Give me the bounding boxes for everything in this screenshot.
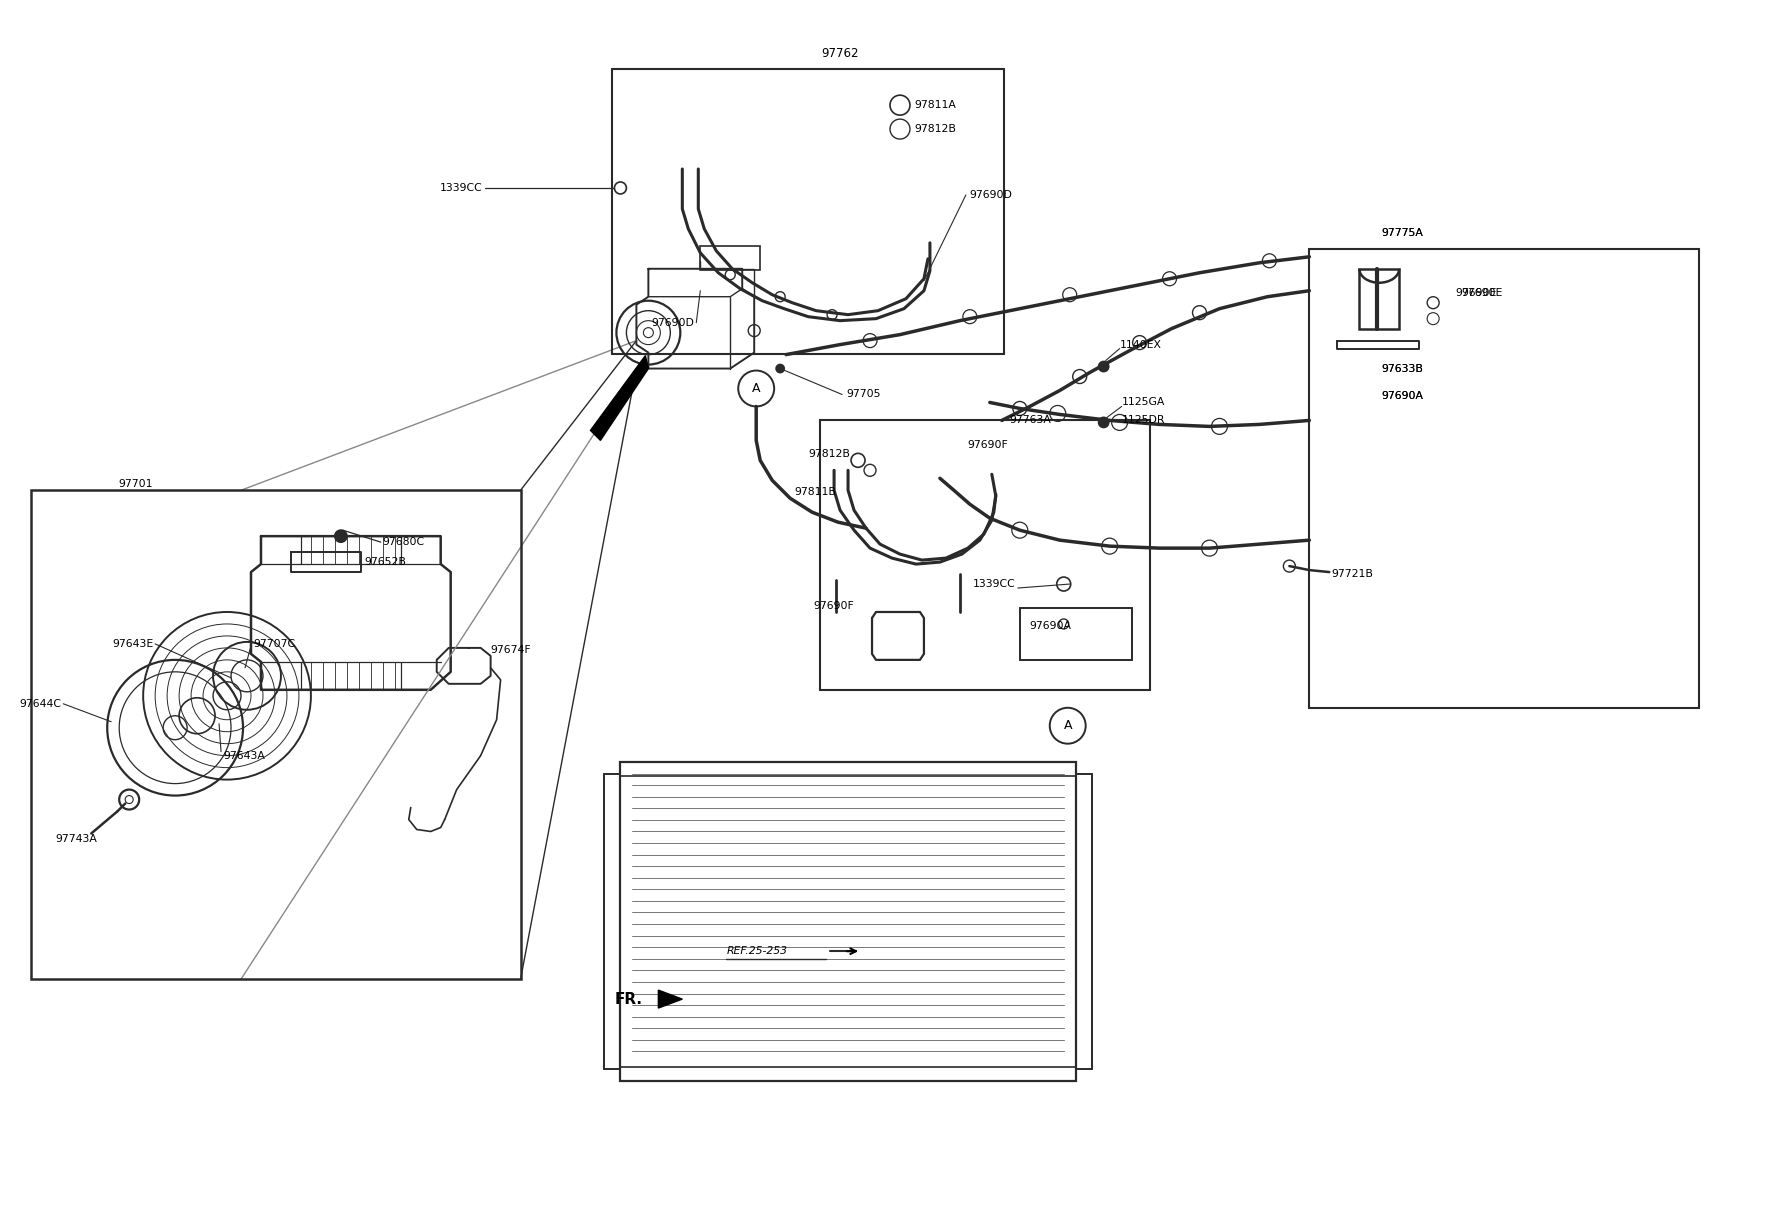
- Text: 1339CC: 1339CC: [973, 579, 1015, 589]
- Bar: [620, 762, 1076, 1081]
- Text: FR.: FR.: [615, 992, 643, 1006]
- Text: 97690D: 97690D: [652, 317, 695, 328]
- Circle shape: [335, 530, 347, 543]
- Text: 97743A: 97743A: [55, 834, 97, 844]
- Text: 97775A: 97775A: [1380, 228, 1423, 237]
- Text: 97690A: 97690A: [1380, 391, 1423, 402]
- Bar: [700, 246, 760, 270]
- Text: 97643E: 97643E: [112, 639, 152, 649]
- Text: 97690E: 97690E: [1455, 288, 1497, 298]
- Text: 97690A: 97690A: [1030, 621, 1072, 631]
- Text: 97812B: 97812B: [914, 124, 955, 134]
- Text: 97690F: 97690F: [968, 441, 1008, 450]
- Bar: [820, 420, 1150, 690]
- Text: 1125GA: 1125GA: [1122, 397, 1164, 407]
- Text: 97690A: 97690A: [1380, 391, 1423, 402]
- Text: 97811B: 97811B: [794, 487, 836, 498]
- Text: 97775A: 97775A: [1380, 228, 1423, 237]
- Text: A: A: [1063, 719, 1072, 733]
- Bar: [604, 774, 620, 1069]
- Text: REF.25-253: REF.25-253: [727, 946, 787, 957]
- Text: 1140EX: 1140EX: [1120, 339, 1162, 350]
- Text: 97762: 97762: [822, 47, 859, 59]
- Bar: [1359, 269, 1400, 328]
- Text: 97721B: 97721B: [1331, 569, 1373, 579]
- Text: 97633B: 97633B: [1380, 363, 1423, 373]
- Text: 97652B: 97652B: [365, 557, 408, 567]
- Text: 97690E: 97690E: [1462, 288, 1503, 298]
- Text: A: A: [751, 381, 760, 395]
- Text: 97705: 97705: [845, 390, 881, 400]
- Bar: [1076, 774, 1092, 1069]
- Text: 97811A: 97811A: [914, 101, 955, 110]
- Bar: [32, 490, 521, 980]
- Text: 97690D: 97690D: [969, 190, 1014, 200]
- Text: 97680C: 97680C: [383, 538, 425, 547]
- Text: 97643A: 97643A: [223, 751, 266, 761]
- Polygon shape: [659, 991, 682, 1008]
- Text: 1125DR: 1125DR: [1122, 415, 1166, 425]
- Circle shape: [1099, 362, 1109, 372]
- Bar: [1310, 248, 1699, 707]
- Text: 97707C: 97707C: [253, 639, 296, 649]
- Bar: [620, 762, 1076, 775]
- Bar: [620, 1067, 1076, 1081]
- Bar: [1021, 608, 1132, 660]
- Text: 97690F: 97690F: [813, 601, 854, 612]
- Text: 97674F: 97674F: [491, 645, 532, 655]
- Text: 1339CC: 1339CC: [439, 183, 482, 193]
- Text: 97644C: 97644C: [19, 699, 62, 708]
- Bar: [613, 69, 1003, 354]
- Polygon shape: [590, 356, 649, 441]
- Circle shape: [1099, 418, 1109, 427]
- Text: 97701: 97701: [119, 480, 152, 489]
- Circle shape: [776, 365, 785, 373]
- Text: 97633B: 97633B: [1380, 363, 1423, 373]
- Text: 97763A: 97763A: [1010, 415, 1051, 425]
- Text: 97812B: 97812B: [808, 449, 851, 459]
